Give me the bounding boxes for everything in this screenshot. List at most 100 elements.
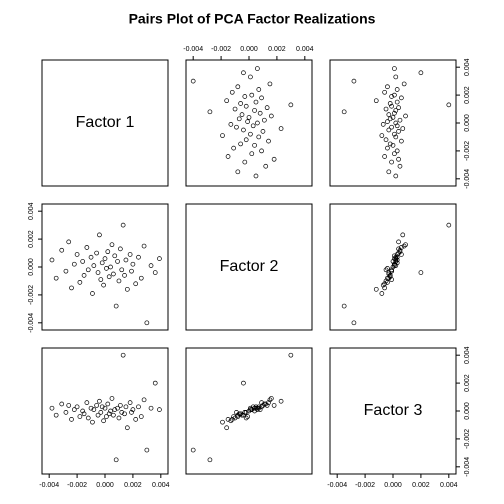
point xyxy=(98,410,104,415)
point xyxy=(256,134,262,140)
point xyxy=(207,109,213,115)
point xyxy=(392,66,397,71)
point xyxy=(235,84,241,90)
point xyxy=(248,74,253,80)
point xyxy=(234,410,239,415)
point xyxy=(112,407,118,412)
point xyxy=(190,447,196,453)
point xyxy=(239,112,245,117)
x-tick-label: 0.004 xyxy=(152,482,170,489)
point xyxy=(397,247,403,253)
point xyxy=(98,277,104,282)
point xyxy=(138,275,144,281)
point xyxy=(382,89,387,95)
y-tick-label: 0.004 xyxy=(464,58,471,76)
point xyxy=(228,122,234,127)
point xyxy=(392,151,397,157)
point xyxy=(59,401,65,407)
point xyxy=(95,270,101,275)
point xyxy=(104,266,109,271)
point xyxy=(255,405,260,411)
point xyxy=(66,239,72,245)
y-tick-label: 0.002 xyxy=(464,374,471,392)
point xyxy=(373,286,379,292)
point xyxy=(392,256,397,261)
x-tick-label: 0.002 xyxy=(412,482,430,489)
point xyxy=(53,275,59,281)
point xyxy=(271,156,277,162)
variable-label: Factor 1 xyxy=(76,114,135,131)
point xyxy=(122,411,127,417)
point xyxy=(157,256,162,261)
point xyxy=(241,127,246,133)
point xyxy=(53,412,59,418)
point xyxy=(266,400,271,405)
point xyxy=(104,414,109,419)
point xyxy=(97,398,102,404)
point xyxy=(220,133,225,138)
point xyxy=(259,400,264,405)
point xyxy=(418,70,424,76)
point xyxy=(387,141,393,147)
point xyxy=(261,117,267,123)
point xyxy=(396,156,401,162)
x-tick-label: 0.000 xyxy=(96,482,114,489)
point xyxy=(130,407,136,412)
point xyxy=(393,134,399,140)
point xyxy=(396,239,401,245)
point xyxy=(387,274,393,280)
point xyxy=(263,401,269,407)
point xyxy=(259,95,264,101)
y-tick-label: -0.004 xyxy=(464,457,471,477)
point xyxy=(341,303,347,309)
point xyxy=(148,405,154,411)
point xyxy=(401,243,407,249)
point xyxy=(77,279,83,285)
point xyxy=(249,92,255,98)
point xyxy=(248,407,253,412)
point xyxy=(255,120,260,126)
point xyxy=(63,268,69,274)
point xyxy=(385,266,390,271)
point xyxy=(136,254,141,260)
point xyxy=(383,278,389,284)
point xyxy=(119,410,125,415)
point xyxy=(234,124,239,130)
point xyxy=(446,222,452,228)
point xyxy=(207,457,213,463)
point xyxy=(250,123,256,129)
point xyxy=(241,412,246,418)
x-tick-label: 0.002 xyxy=(124,482,142,489)
point xyxy=(380,122,386,127)
point xyxy=(392,263,397,268)
point xyxy=(379,291,385,296)
point xyxy=(115,259,120,264)
point xyxy=(101,282,106,288)
point xyxy=(105,401,111,407)
point xyxy=(115,405,120,411)
point xyxy=(99,260,105,266)
point xyxy=(111,271,116,277)
point xyxy=(102,256,108,261)
point xyxy=(252,108,257,113)
point xyxy=(389,267,394,273)
point xyxy=(386,169,392,175)
panel xyxy=(329,59,457,187)
point xyxy=(74,252,80,257)
point xyxy=(268,396,274,401)
point xyxy=(401,81,407,87)
point xyxy=(399,252,404,257)
point xyxy=(392,92,397,98)
point xyxy=(260,129,266,134)
point xyxy=(386,270,392,275)
point xyxy=(394,148,400,154)
point xyxy=(267,81,273,87)
point xyxy=(393,256,399,261)
point xyxy=(396,105,401,111)
point xyxy=(385,84,390,90)
y-tick-label: 0.002 xyxy=(28,230,35,248)
point xyxy=(235,414,241,419)
point xyxy=(400,126,406,131)
point xyxy=(397,163,403,169)
